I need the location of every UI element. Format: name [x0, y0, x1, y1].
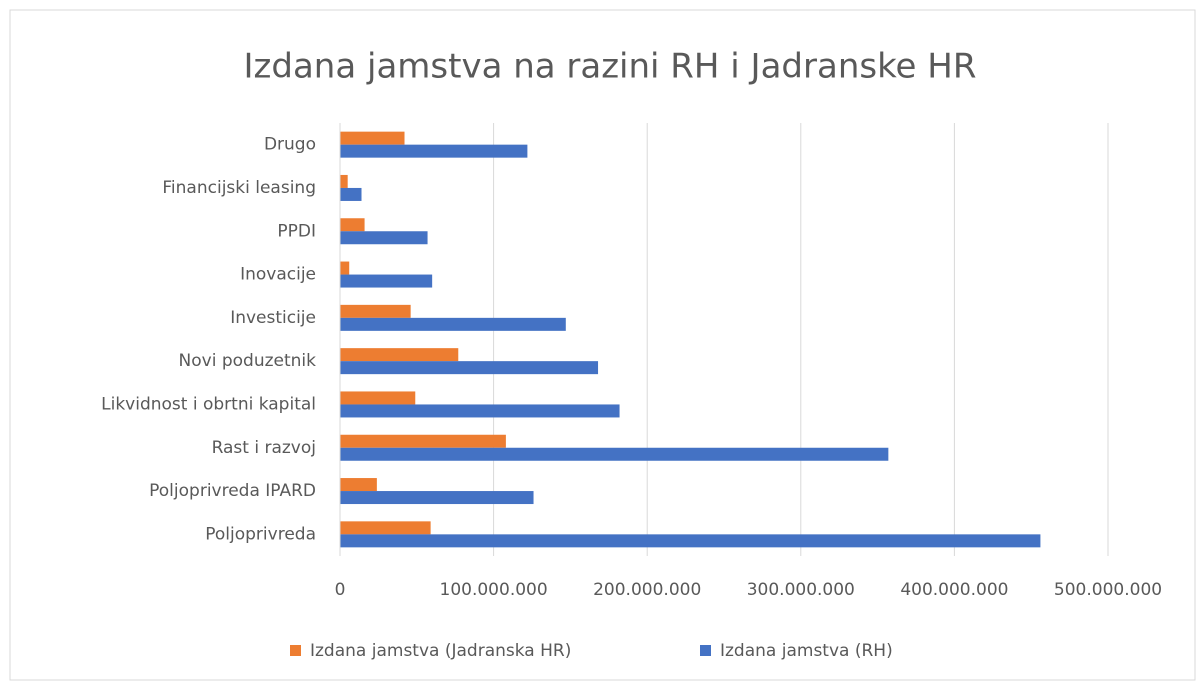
y-tick-label: Investicije — [230, 308, 316, 328]
bar — [340, 261, 350, 275]
x-tick-label: 100.000.000 — [440, 580, 548, 600]
bar — [340, 447, 889, 461]
x-tick-label: 200.000.000 — [593, 580, 701, 600]
bar — [340, 218, 365, 232]
bar — [340, 317, 566, 331]
bar — [340, 304, 411, 318]
bar — [340, 391, 416, 405]
bar — [340, 534, 1041, 548]
bar — [340, 521, 431, 535]
chart-border — [9, 9, 1196, 681]
y-tick-label: Likvidnost i obrtni kapital — [101, 394, 316, 414]
y-tick-label: Poljoprivreda IPARD — [149, 481, 316, 501]
y-tick-label: PPDI — [277, 221, 316, 241]
legend-label: Izdana jamstva (Jadranska HR) — [310, 641, 571, 661]
y-tick-label: Inovacije — [240, 265, 316, 285]
bar — [340, 434, 506, 448]
bar — [340, 174, 348, 188]
x-tick-label: 300.000.000 — [747, 580, 855, 600]
bar — [340, 187, 362, 201]
legend-swatch — [700, 645, 711, 656]
bar — [340, 274, 433, 288]
chart-title: Izdana jamstva na razini RH i Jadranske … — [244, 47, 977, 87]
x-tick-label: 0 — [335, 580, 346, 600]
x-tick-label: 500.000.000 — [1054, 580, 1162, 600]
legend-label: Izdana jamstva (RH) — [720, 641, 893, 661]
bar — [340, 404, 620, 418]
bar — [340, 348, 459, 362]
bar — [340, 478, 377, 492]
y-tick-label: Drugo — [264, 135, 316, 155]
x-tick-label: 400.000.000 — [900, 580, 1008, 600]
y-tick-label: Poljoprivreda — [205, 524, 316, 544]
y-tick-label: Financijski leasing — [162, 178, 316, 198]
bar — [340, 491, 534, 505]
y-tick-label: Rast i razvoj — [212, 438, 316, 458]
bar — [340, 361, 599, 375]
bar — [340, 231, 428, 245]
bar — [340, 131, 405, 145]
legend-swatch — [290, 645, 301, 656]
bar — [340, 144, 528, 158]
y-tick-label: Novi poduzetnik — [179, 351, 317, 371]
